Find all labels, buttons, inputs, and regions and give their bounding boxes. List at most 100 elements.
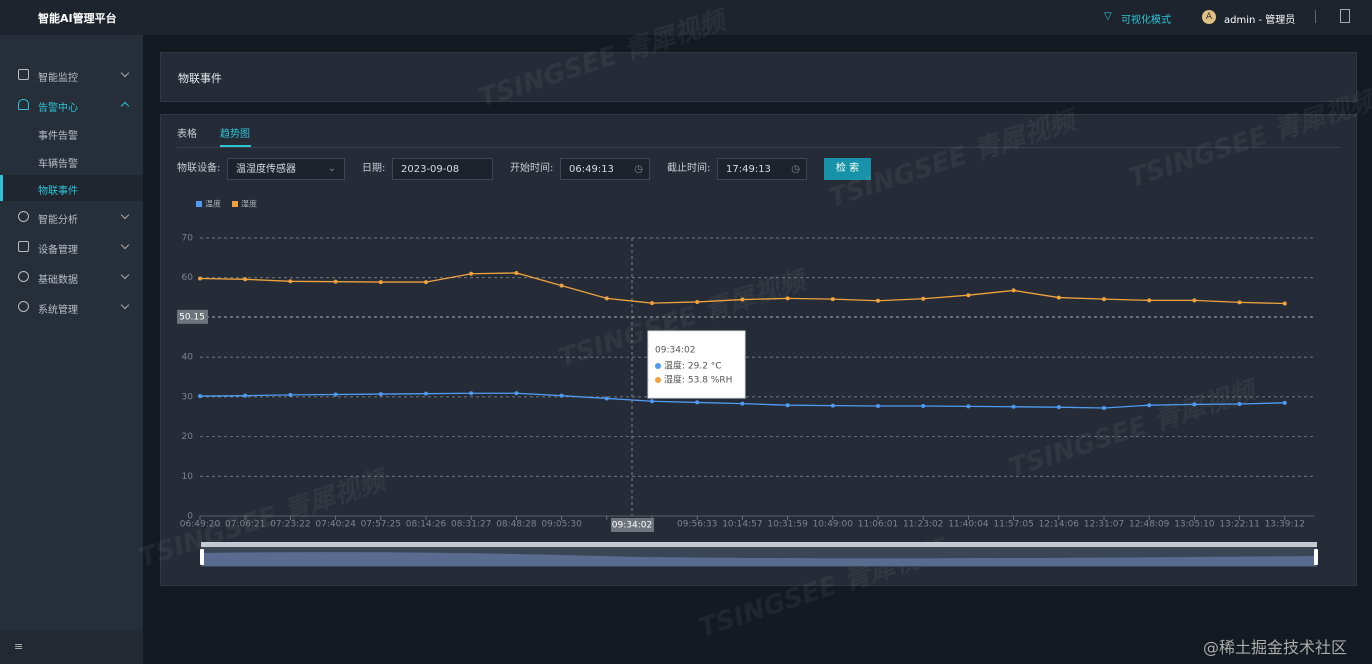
panel-title: 物联事件 [178, 72, 222, 85]
credit: @稀土掘金技术社区 [1203, 638, 1348, 657]
y-tick-label: 40 [182, 353, 194, 363]
mode-icon[interactable]: ▽ [1104, 11, 1112, 22]
data-point [1011, 288, 1016, 293]
select-value: 温湿度传感器 [236, 164, 296, 175]
time-input[interactable]: 17:49:13 ◷ [717, 158, 807, 180]
data-point [1237, 402, 1242, 407]
x-tick-label: 10:31:59 [767, 520, 808, 530]
data-point [243, 393, 248, 398]
data-point [695, 299, 700, 304]
menu-icon [18, 211, 29, 222]
data-point [604, 296, 609, 301]
data-point [785, 403, 790, 408]
mode-link[interactable]: 可视化模式 [1121, 15, 1171, 26]
pointer-box [177, 309, 208, 324]
data-point [1056, 295, 1061, 300]
search-button[interactable]: 检 索 [824, 158, 871, 180]
tab-line [177, 147, 1340, 148]
x-tick-label: 10:49:00 [813, 520, 854, 530]
data-point [1282, 301, 1287, 306]
filter-label: 开始时间: [510, 163, 554, 174]
zoom-handle [1314, 549, 1318, 565]
tooltip [647, 330, 746, 399]
y-tick-label: 10 [182, 472, 194, 482]
x-tick-label: 11:06:01 [858, 520, 898, 530]
legend-label: 湿度 [241, 199, 257, 209]
x-tick-label: 07:40:24 [315, 520, 356, 530]
x-tick-label: 08:31:27 [451, 520, 491, 530]
x-tick-label: 13:05:10 [1174, 520, 1215, 530]
submenu-item[interactable]: 事件告警 [38, 131, 78, 142]
data-point [966, 404, 971, 409]
x-tick-label: 08:14:26 [406, 520, 447, 530]
time-input[interactable]: 06:49:13 ◷ [560, 158, 650, 180]
y-tick-label: 60 [182, 273, 194, 283]
data-point [243, 277, 248, 282]
data-point [1147, 403, 1152, 408]
tooltip-title: 09:34:02 [655, 346, 695, 356]
menu-item[interactable]: 智能监控 [38, 73, 78, 84]
x-tick-label: 09:05:30 [541, 520, 582, 530]
input-value: 17:49:13 [726, 164, 771, 175]
data-point [966, 293, 971, 298]
data-point [1102, 297, 1106, 302]
menu-item[interactable]: 告警中心 [38, 103, 78, 114]
menu-icon [18, 241, 29, 252]
legend-swatch [232, 201, 238, 207]
data-point [650, 301, 654, 306]
data-point [1237, 300, 1242, 305]
data-point [876, 403, 880, 408]
menu-item[interactable]: 系统管理 [38, 305, 78, 316]
menu-icon [18, 99, 29, 110]
x-tick-label: 07:23:22 [270, 520, 310, 530]
logout-icon[interactable] [1340, 9, 1350, 23]
clock: ◷ [634, 164, 643, 175]
y-tick-label: 30 [182, 392, 194, 402]
submenu-item[interactable]: 物联事件 [38, 186, 78, 197]
watermark: TSINGSEE 青犀视频 [825, 104, 1083, 213]
divider [1315, 10, 1316, 23]
x-tick-label: 11:23:02 [903, 520, 943, 530]
y-tick-label: 70 [182, 234, 194, 244]
watermark: TSINGSEE 青犀视频 [475, 4, 733, 113]
data-point [288, 279, 293, 284]
pointer-x-label: 09:34:02 [612, 521, 652, 531]
zoom-handle [200, 549, 204, 565]
submenu-item[interactable]: 车辆告警 [38, 159, 78, 170]
data-point [469, 391, 474, 396]
data-point [469, 271, 474, 276]
tooltip-dot [655, 377, 661, 383]
x-tick-label: 11:40:04 [948, 520, 989, 530]
data-point [921, 296, 926, 301]
zoom-bar [201, 542, 1317, 547]
collapse-bar: ≡ [0, 631, 143, 664]
data-point [1192, 298, 1197, 303]
tooltip-dot [655, 363, 661, 369]
top-bar: 智能AI管理平台 ▽ 可视化模式 A admin - 管理员 [0, 0, 1372, 35]
data-point [198, 276, 202, 281]
data-point [1282, 400, 1287, 405]
tab-active[interactable]: 趋势图 [220, 129, 250, 140]
tab[interactable]: 表格 [177, 129, 197, 140]
y-tick-label: 0 [187, 512, 193, 522]
app-title: 智能AI管理平台 [38, 12, 117, 25]
filter-label: 物联设备: [177, 163, 221, 174]
date-input[interactable]: 2023-09-08 [392, 158, 493, 180]
user-name[interactable]: admin - 管理员 [1224, 15, 1296, 26]
menu-item[interactable]: 设备管理 [38, 245, 78, 256]
data-point [333, 279, 338, 284]
data-point [695, 400, 700, 405]
collapse-icon[interactable]: ≡ [14, 640, 24, 653]
input-value: 2023-09-08 [401, 164, 460, 175]
data-point [740, 401, 745, 406]
menu-item[interactable]: 基础数据 [38, 275, 78, 286]
menu-item[interactable]: 智能分析 [38, 215, 78, 226]
device-select[interactable]: 温湿度传感器 ⌄ [227, 158, 345, 180]
legend-swatch [196, 201, 202, 207]
data-point [514, 270, 519, 275]
data-point [650, 399, 654, 404]
data-point [1011, 404, 1016, 409]
avatar[interactable]: A [1202, 10, 1216, 24]
title-panel: 物联事件 [160, 52, 1357, 102]
data-point [198, 394, 202, 399]
